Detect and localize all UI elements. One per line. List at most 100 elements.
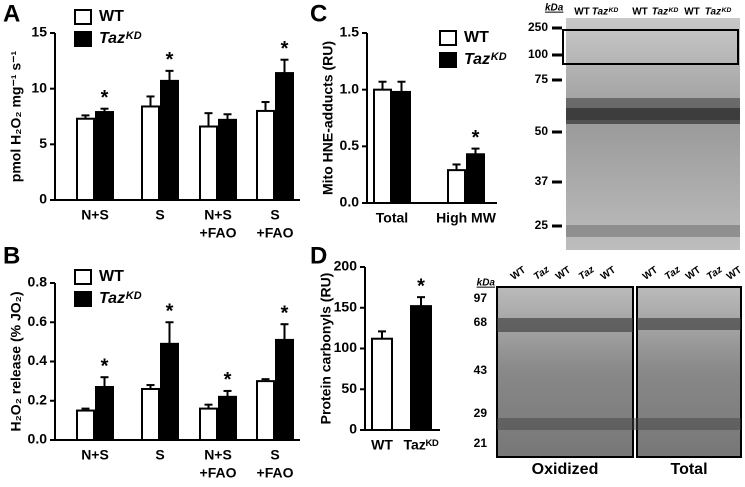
x-tick-label: S <box>155 447 164 463</box>
bar <box>199 407 218 442</box>
y-tick-label: 0.8 <box>28 274 48 290</box>
x-tick-label: +FAO <box>257 225 294 241</box>
lane-label: WT <box>574 7 590 18</box>
x-tick-label: Total <box>376 210 408 226</box>
y-tick-label: 0.2 <box>28 391 48 407</box>
lane-label: Tazᴷᴰ <box>705 7 732 18</box>
lane-label: WT <box>684 265 703 283</box>
significance-marker: * <box>101 355 109 377</box>
bar <box>76 409 95 441</box>
bar <box>256 109 275 201</box>
y-tick-label: 0.4 <box>28 352 48 368</box>
lane-label: Taz <box>705 264 725 282</box>
y-axis-label: Mito HNE-adducts (RU) <box>320 41 336 195</box>
y-tick-label: 200 <box>334 258 358 274</box>
significance-marker: * <box>281 302 289 324</box>
y-tick-label: 10 <box>31 79 47 95</box>
bar <box>373 88 392 204</box>
significance-marker: * <box>224 369 232 391</box>
blot-band <box>566 108 740 124</box>
bar <box>410 305 432 431</box>
lane-label: Tazᴷᴰ <box>592 7 619 18</box>
blot-band <box>497 318 633 332</box>
bar <box>141 387 160 442</box>
y-tick-label: 1.0 <box>340 80 360 96</box>
size-marker: 37 <box>535 174 549 188</box>
bar <box>275 72 294 201</box>
size-marker: 97 <box>474 291 488 305</box>
blot-image <box>636 286 742 458</box>
legend-swatch <box>74 291 92 307</box>
y-tick-label: 100 <box>334 339 358 355</box>
significance-marker: * <box>281 38 289 60</box>
bar <box>76 117 95 201</box>
lane-label: Taz <box>663 264 683 282</box>
bar <box>95 386 114 442</box>
size-marker: 68 <box>474 315 488 329</box>
lane-label: WT <box>599 265 618 283</box>
blot-band <box>637 318 741 330</box>
x-tick-label: +FAO <box>200 225 237 241</box>
size-marker: 100 <box>528 47 548 61</box>
blot-caption: Total <box>670 461 707 478</box>
legend-swatch <box>74 269 92 285</box>
x-tick-label: S <box>155 207 164 223</box>
y-tick-label: 150 <box>334 298 358 314</box>
x-tick-label: S <box>270 207 279 223</box>
bar <box>256 380 275 441</box>
panel-letter: B <box>3 242 20 269</box>
lane-label: WT <box>725 265 744 283</box>
lane-label: WT <box>641 265 660 283</box>
size-marker: 50 <box>535 124 549 138</box>
x-tick-label: S <box>270 447 279 463</box>
panel-letter: C <box>310 0 327 27</box>
significance-marker: * <box>166 301 174 323</box>
bar <box>141 105 160 201</box>
blot-unit: kDa <box>545 3 564 14</box>
significance-marker: * <box>417 275 425 297</box>
legend-swatch <box>439 52 457 68</box>
y-tick-label: 0 <box>39 191 47 207</box>
blot-band <box>497 418 741 430</box>
lane-label: WT <box>632 7 648 18</box>
bar <box>447 169 466 204</box>
legend-swatch <box>74 9 92 25</box>
legend-label: WT <box>464 29 489 46</box>
y-tick-label: 15 <box>31 24 47 40</box>
blot-unit: kDa <box>477 278 496 289</box>
y-tick-label: 0.0 <box>28 431 48 447</box>
bar <box>371 337 393 431</box>
size-marker: 250 <box>528 20 548 34</box>
y-tick-label: 0 <box>349 421 357 437</box>
y-tick-label: 1.5 <box>340 24 360 40</box>
y-axis-label: Protein carbonyls (RU) <box>318 273 334 425</box>
bar <box>199 125 218 201</box>
bar <box>160 342 179 441</box>
y-tick-label: 5 <box>39 135 47 151</box>
x-tick-label: WT <box>371 437 393 453</box>
lane-label: WT <box>554 265 573 283</box>
size-marker: 75 <box>535 72 549 86</box>
size-marker: 29 <box>474 406 488 420</box>
lane-label: Taz <box>532 264 552 282</box>
y-tick-label: 0.6 <box>28 313 48 329</box>
y-axis-label: pmol H₂O₂ mg⁻¹ s⁻¹ <box>8 50 24 182</box>
blot-image <box>566 18 740 250</box>
bar <box>275 338 294 442</box>
x-tick-label: N+S <box>204 447 232 463</box>
panel-letter: D <box>310 242 327 269</box>
x-tick-label: N+S <box>81 207 109 223</box>
lane-label: WT <box>509 265 528 283</box>
bar <box>466 153 485 204</box>
significance-marker: * <box>101 87 109 109</box>
legend-label: WT <box>99 268 124 285</box>
lane-label: Taz <box>577 264 597 282</box>
x-tick-label: +FAO <box>200 465 237 481</box>
y-tick-label: 50 <box>341 380 357 396</box>
bar <box>95 111 114 201</box>
legend-swatch <box>439 30 457 46</box>
size-marker: 21 <box>474 436 488 450</box>
blot-band <box>566 225 740 237</box>
x-tick-label: +FAO <box>257 465 294 481</box>
